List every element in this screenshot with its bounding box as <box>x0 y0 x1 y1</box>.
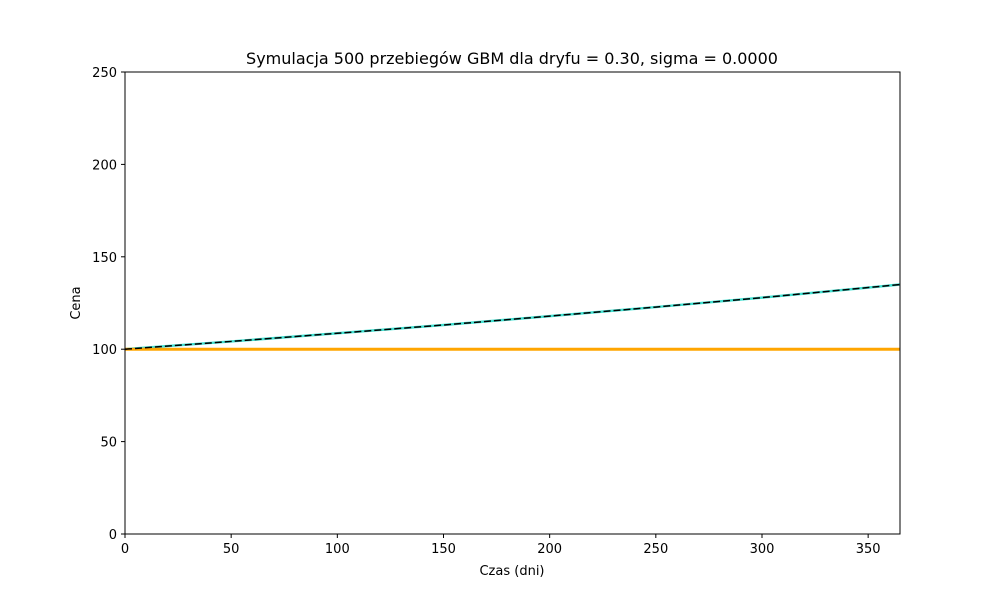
x-tick-label: 150 <box>431 542 456 557</box>
y-tick-label: 150 <box>92 251 117 266</box>
series-layer <box>125 283 900 351</box>
x-tick-label: 200 <box>537 542 562 557</box>
x-tick-label: 250 <box>643 542 668 557</box>
series-line-2 <box>125 283 900 350</box>
y-tick-label: 0 <box>109 528 117 543</box>
x-tick-label: 300 <box>750 542 775 557</box>
y-tick-label: 200 <box>92 158 117 173</box>
axes-layer: 0 50 100 150 200 250 300 350 0 50 100 150 200 250 <box>92 66 901 557</box>
x-tick-label: 350 <box>856 542 881 557</box>
chart-title: Symulacja 500 przebiegów GBM dla dryfu =… <box>246 49 778 68</box>
y-tick-label: 100 <box>92 343 117 358</box>
x-axis-label: Czas (dni) <box>479 564 544 579</box>
x-tick-label: 0 <box>121 542 129 557</box>
y-tick-label: 250 <box>92 66 117 81</box>
x-tick-label: 100 <box>325 542 350 557</box>
y-tick-label: 50 <box>100 436 117 451</box>
x-tick-label: 50 <box>223 542 240 557</box>
y-axis-label: Cena <box>69 286 84 319</box>
series-line-1 <box>125 283 900 351</box>
plot-frame <box>124 71 901 535</box>
